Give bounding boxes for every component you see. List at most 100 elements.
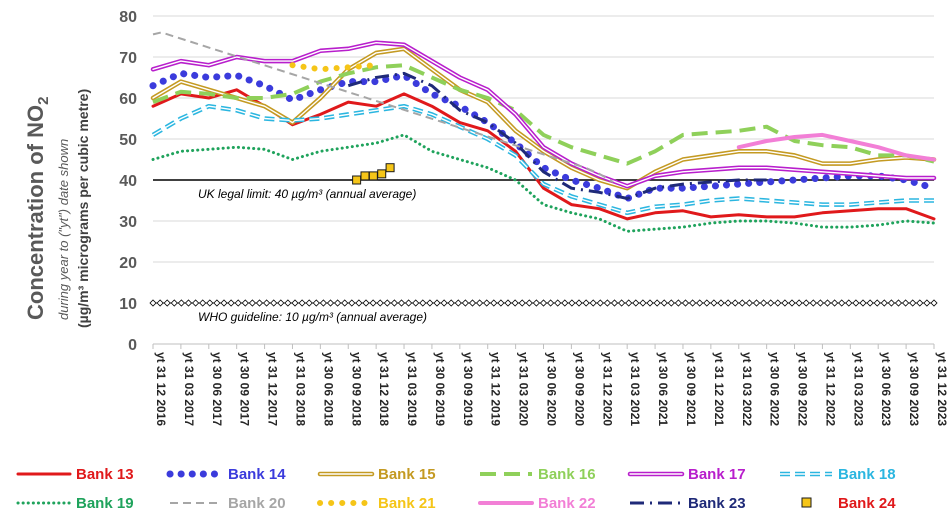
- who-marker: [880, 299, 888, 307]
- who-marker: [369, 299, 377, 307]
- who-marker: [838, 299, 846, 307]
- y-tick-label: 20: [119, 255, 137, 272]
- who-marker: [568, 299, 576, 307]
- who-marker: [660, 299, 668, 307]
- series-bank-18: [151, 103, 934, 216]
- series-line-bank-16: [152, 63, 935, 166]
- legend-label: Bank 24: [838, 495, 896, 512]
- who-marker: [916, 299, 924, 307]
- who-marker: [745, 299, 753, 307]
- who-marker: [809, 299, 817, 307]
- who-marker: [923, 299, 931, 307]
- who-marker: [419, 299, 427, 307]
- who-marker: [319, 299, 327, 307]
- series-line-inner-bank-15: [152, 48, 935, 189]
- who-marker: [710, 299, 718, 307]
- who-marker: [461, 299, 469, 307]
- who-marker: [518, 299, 526, 307]
- x-tick-label: yt 31 12 2022: [823, 352, 837, 426]
- who-marker: [589, 299, 597, 307]
- who-marker: [213, 299, 221, 307]
- who-marker: [440, 299, 448, 307]
- y-axis-title-main: Concentration of NO2: [23, 97, 52, 320]
- who-marker: [703, 299, 711, 307]
- who-marker: [454, 299, 462, 307]
- x-tick-label: yt 31 03 2019: [405, 352, 419, 426]
- who-marker: [284, 299, 292, 307]
- who-marker: [149, 299, 157, 307]
- y-axis-title: Concentration of NO2 during year to ("yt…: [23, 89, 91, 328]
- who-marker: [426, 299, 434, 307]
- who-marker: [781, 299, 789, 307]
- x-tick-label: yt 31 03 2018: [293, 352, 307, 426]
- x-tick-label: yt 30 06 2017: [210, 352, 224, 426]
- who-marker: [689, 299, 697, 307]
- legend-item-bank-18: Bank 18: [780, 466, 896, 483]
- who-marker: [752, 299, 761, 307]
- x-tick-label: yt 30 09 2017: [238, 352, 252, 426]
- y-tick-label: 30: [119, 214, 137, 231]
- who-marker: [731, 299, 739, 307]
- who-marker: [476, 299, 484, 307]
- who-marker: [341, 299, 349, 307]
- who-marker: [263, 299, 271, 307]
- who-marker: [270, 299, 278, 307]
- who-marker: [845, 299, 853, 307]
- series-line-bank-22: [736, 132, 936, 162]
- x-tick-label: yt 30 06 2023: [879, 352, 893, 426]
- y-axis-title-period: during year to ("yt") date shown: [56, 139, 71, 320]
- legend-item-bank-22: Bank 22: [478, 495, 596, 512]
- series-bank-20: [152, 31, 614, 183]
- x-tick-label: yt 31 12 2016: [154, 352, 168, 426]
- who-marker: [312, 299, 320, 307]
- who-marker: [177, 299, 185, 307]
- legend-item-bank-16: Bank 16: [480, 466, 596, 483]
- chart-axes: 0 10 20 30 40 50 60 70 80 yt 31 12 2016 yt 31 03 2…: [119, 9, 949, 426]
- who-marker: [632, 299, 640, 307]
- series-line-bank-17: [150, 40, 937, 189]
- x-tick-label: yt 30 09 2022: [796, 352, 810, 426]
- x-tick-label: yt 31 03 2022: [740, 352, 754, 426]
- who-marker: [788, 299, 796, 307]
- series-bank-24: [352, 163, 395, 185]
- legend-label: Bank 19: [76, 495, 134, 512]
- who-marker: [234, 299, 242, 307]
- y-tick-label: 60: [119, 91, 137, 108]
- who-marker: [532, 299, 540, 307]
- who-marker: [738, 299, 746, 307]
- legend-item-bank-13: Bank 13: [16, 466, 134, 483]
- x-tick-label: yt 31 03 2017: [182, 352, 196, 426]
- who-marker: [192, 299, 200, 307]
- x-tick-label: yt 30 06 2021: [656, 352, 670, 426]
- who-guideline-annotation: WHO guideline: 10 µg/m³ (annual average): [198, 310, 427, 324]
- who-marker: [795, 299, 803, 307]
- legend-label: Bank 17: [688, 466, 746, 483]
- y-tick-label: 40: [119, 173, 137, 190]
- x-tick-label: yt 31 03 2021: [628, 352, 642, 426]
- y-tick-label: 70: [119, 50, 137, 67]
- series-bank-17: [150, 40, 937, 189]
- y-axis-title-main-text: Concentration of NO: [23, 105, 48, 320]
- who-marker: [397, 299, 406, 307]
- who-marker: [348, 299, 356, 307]
- who-marker: [859, 299, 867, 307]
- who-marker: [866, 299, 874, 307]
- who-marker: [823, 299, 832, 307]
- who-marker: [497, 299, 505, 307]
- legend-label: Bank 14: [228, 466, 286, 483]
- who-marker: [930, 299, 938, 307]
- who-marker: [561, 299, 569, 307]
- who-marker: [447, 299, 455, 307]
- x-tick-label: yt 30 09 2018: [349, 352, 363, 426]
- legend-label: Bank 18: [838, 466, 896, 483]
- who-marker: [547, 299, 555, 307]
- series-layer: [149, 31, 938, 233]
- who-marker: [618, 299, 626, 307]
- who-marker: [326, 299, 335, 307]
- x-tick-label: yt 30 09 2020: [572, 352, 586, 426]
- who-marker: [412, 299, 420, 307]
- x-tick-label: yt 31 12 2018: [377, 352, 391, 426]
- who-marker: [760, 299, 768, 307]
- legend-item-bank-17: Bank 17: [627, 466, 746, 483]
- who-marker: [156, 299, 164, 307]
